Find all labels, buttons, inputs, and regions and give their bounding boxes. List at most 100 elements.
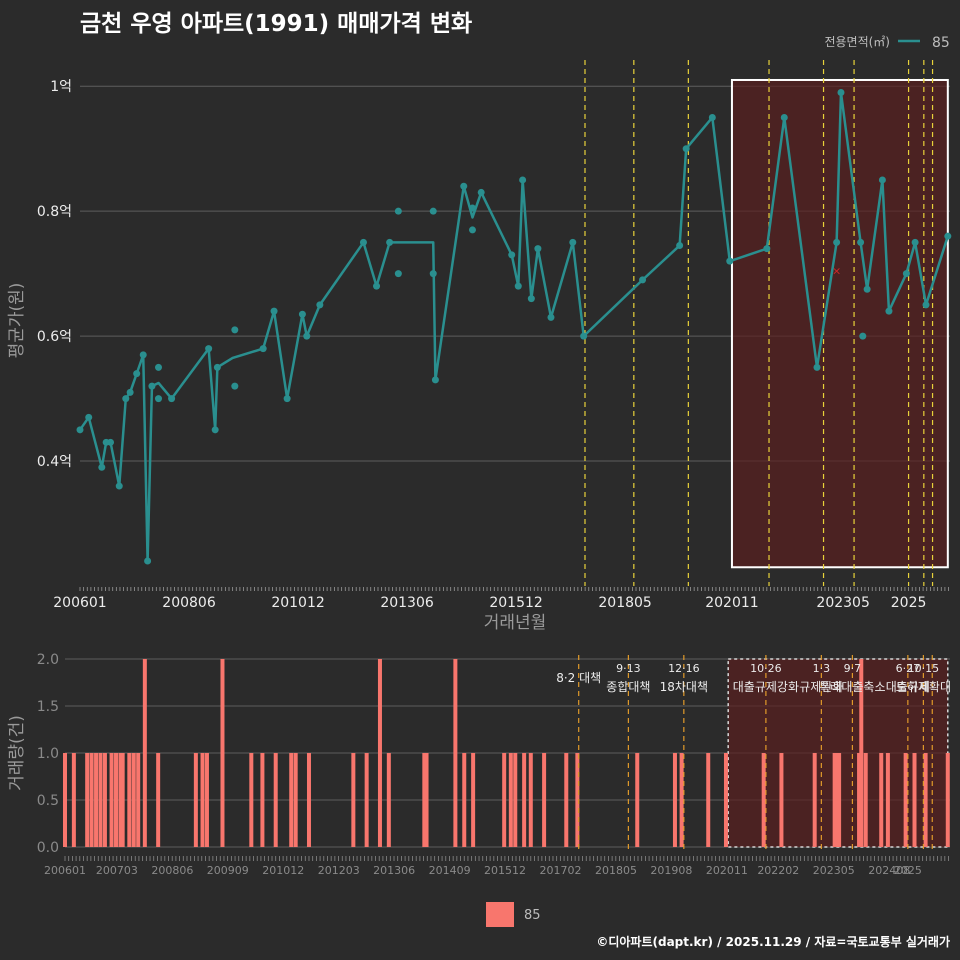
volume-bar: [89, 753, 94, 847]
policy-annotation: 종합대책: [606, 679, 650, 694]
price-point: [259, 345, 267, 353]
price-point: [780, 113, 788, 121]
x-tick-label: 201908: [650, 864, 692, 877]
volume-bar: [351, 753, 356, 847]
volume-bar: [109, 753, 114, 847]
price-point: [98, 463, 106, 471]
price-point: [534, 245, 542, 253]
volume-bar: [761, 753, 766, 847]
volume-bar: [863, 753, 868, 847]
volume-bar: [812, 753, 817, 847]
legend-label: 85: [524, 908, 541, 923]
volume-bar: [156, 753, 161, 847]
volume-bar: [127, 753, 132, 847]
price-point: [85, 413, 93, 421]
price-point: [726, 257, 734, 265]
price-point: [316, 301, 324, 309]
volume-bar: [293, 753, 298, 847]
price-point: [833, 238, 841, 246]
page-title: 금천 우영 아파트(1991) 매매가격 변화: [80, 11, 473, 37]
policy-annotation: 대출규제: [886, 680, 930, 694]
volume-bar: [249, 753, 254, 847]
price-point: [431, 376, 439, 384]
price-point: [231, 382, 239, 390]
price-point: [878, 176, 886, 184]
x-tick-label: 202011: [705, 595, 758, 611]
x-tick-label: 200703: [96, 864, 138, 877]
volume-bar: [912, 753, 917, 847]
volume-bar: [71, 753, 76, 847]
price-chart: 0.4억 0.6억 0.8억 1억 200601 200806 201012 201306 20…: [7, 35, 952, 633]
x-tick-label: 200601: [44, 864, 86, 877]
price-point: [211, 426, 219, 434]
price-line: [78, 91, 950, 563]
price-point: [527, 295, 535, 303]
volume-bar: [364, 753, 369, 847]
price-point: [922, 301, 930, 309]
price-point: [429, 207, 437, 215]
price-point: [813, 363, 821, 371]
x-tick-label: 201012: [262, 864, 304, 877]
y-tick-label: 1.0: [37, 746, 59, 762]
price-point: [569, 238, 577, 246]
y-tick-label: 0.6억: [37, 329, 72, 345]
policy-annotation-date: 6·27: [896, 662, 921, 675]
volume-bar: [114, 753, 119, 847]
volume-bar: [98, 753, 103, 847]
price-point: [359, 238, 367, 246]
price-point: [298, 310, 306, 318]
price-point: [394, 207, 402, 215]
price-point: [639, 276, 647, 284]
volume-bar: [136, 753, 141, 847]
volume-bar: [564, 753, 569, 847]
volume-bar: [85, 753, 90, 847]
policy-annotation-date: 10·15: [908, 662, 940, 675]
x-tick-label: 2025: [894, 864, 922, 877]
price-point: [154, 363, 162, 371]
volume-bar: [903, 753, 908, 847]
volume-bar: [102, 753, 107, 847]
price-point: [508, 251, 516, 259]
x-tick-label: 201409: [429, 864, 471, 877]
price-point: [468, 204, 476, 212]
volume-bar: [779, 753, 784, 847]
volume-bar: [193, 753, 198, 847]
price-point: [429, 270, 437, 278]
x-tick-label: 201805: [598, 595, 651, 611]
volume-bar: [723, 753, 728, 847]
price-point: [547, 313, 555, 321]
price-point: [213, 363, 221, 371]
legend-label: 85: [932, 35, 950, 51]
volume-bar: [879, 753, 884, 847]
price-point: [144, 557, 152, 565]
median-marker: ×: [832, 265, 841, 278]
y-tick-label: 0.8억: [37, 204, 72, 220]
volume-bar: [131, 753, 136, 847]
volume-bar: [945, 753, 950, 847]
volume-bar: [857, 753, 862, 847]
x-tick-label: 201306: [373, 864, 415, 877]
price-point: [133, 370, 141, 378]
footer-credit: ©디아파트(dapt.kr) / 2025.11.29 / 자료=국토교통부 실…: [596, 935, 950, 949]
x-tick-label: 200806: [151, 864, 193, 877]
volume-bar: [120, 753, 125, 847]
volume-bar: [471, 753, 476, 847]
price-point: [394, 270, 402, 278]
x-tick-label: 200601: [53, 595, 106, 611]
price-point: [863, 285, 871, 293]
volume-bar: [679, 753, 684, 847]
x-tick-label: 201805: [595, 864, 637, 877]
volume-bar: [94, 753, 99, 847]
policy-annotation-date: 12·16: [668, 662, 700, 675]
y-tick-label: 0.4억: [37, 454, 72, 470]
y-tick-label: 0.5: [37, 793, 59, 809]
price-point: [514, 282, 522, 290]
price-point: [168, 395, 176, 403]
price-point: [682, 145, 690, 153]
price-point: [126, 388, 134, 396]
volume-bar: [273, 753, 278, 847]
volume-bar: [859, 659, 864, 847]
x-tick-label: 201512: [489, 595, 542, 611]
y-tick-label: 0.0: [37, 840, 59, 856]
